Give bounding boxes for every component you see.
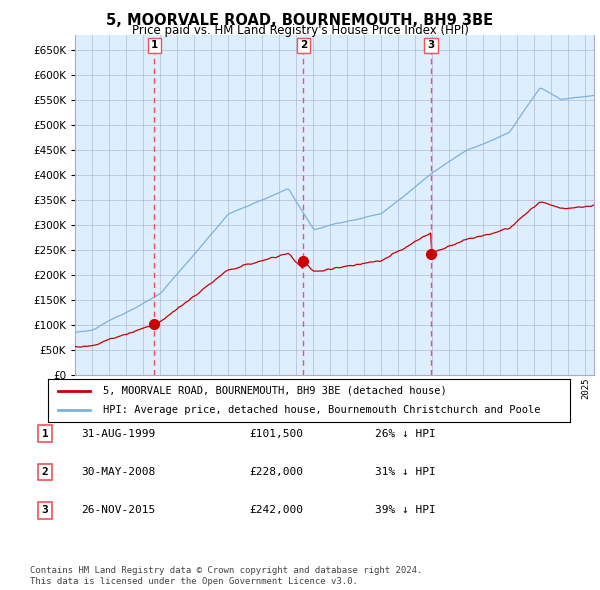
Text: £101,500: £101,500 <box>249 429 303 438</box>
Text: 31% ↓ HPI: 31% ↓ HPI <box>375 467 436 477</box>
Text: 1: 1 <box>151 41 158 51</box>
Text: 26-NOV-2015: 26-NOV-2015 <box>81 506 155 515</box>
Text: 2: 2 <box>41 467 49 477</box>
Text: 3: 3 <box>427 41 434 51</box>
Text: 5, MOORVALE ROAD, BOURNEMOUTH, BH9 3BE: 5, MOORVALE ROAD, BOURNEMOUTH, BH9 3BE <box>106 13 494 28</box>
Text: 30-MAY-2008: 30-MAY-2008 <box>81 467 155 477</box>
Text: 3: 3 <box>41 506 49 515</box>
Text: 31-AUG-1999: 31-AUG-1999 <box>81 429 155 438</box>
Text: £242,000: £242,000 <box>249 506 303 515</box>
Text: Price paid vs. HM Land Registry's House Price Index (HPI): Price paid vs. HM Land Registry's House … <box>131 24 469 37</box>
Text: 26% ↓ HPI: 26% ↓ HPI <box>375 429 436 438</box>
Text: 39% ↓ HPI: 39% ↓ HPI <box>375 506 436 515</box>
Text: 5, MOORVALE ROAD, BOURNEMOUTH, BH9 3BE (detached house): 5, MOORVALE ROAD, BOURNEMOUTH, BH9 3BE (… <box>103 386 446 396</box>
Text: 2: 2 <box>300 41 307 51</box>
Text: £228,000: £228,000 <box>249 467 303 477</box>
Text: HPI: Average price, detached house, Bournemouth Christchurch and Poole: HPI: Average price, detached house, Bour… <box>103 405 541 415</box>
Text: Contains HM Land Registry data © Crown copyright and database right 2024.
This d: Contains HM Land Registry data © Crown c… <box>30 566 422 586</box>
Text: 1: 1 <box>41 429 49 438</box>
